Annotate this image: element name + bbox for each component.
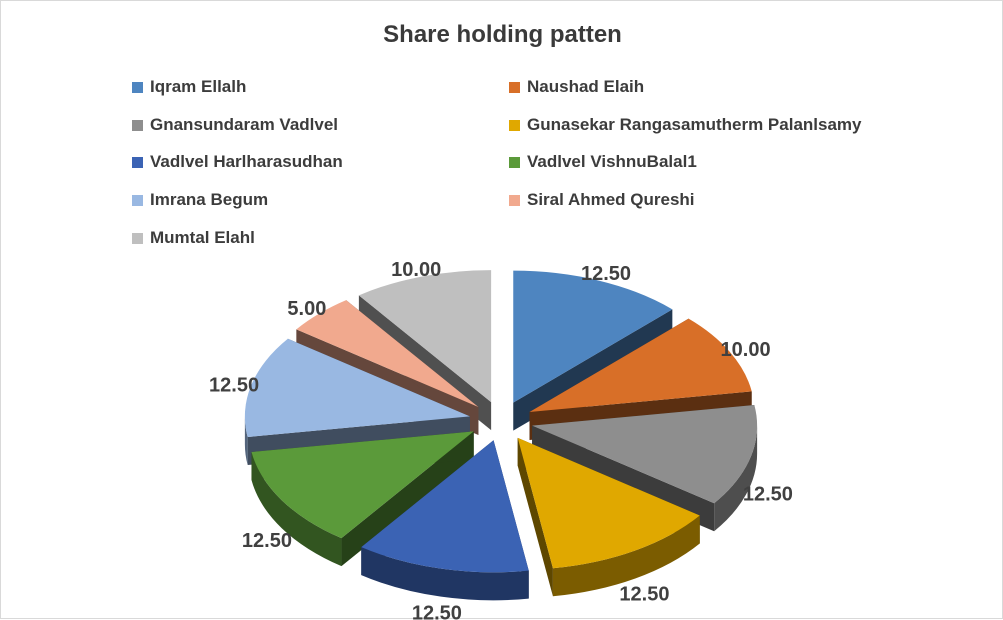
slice-top: [532, 404, 758, 504]
data-label: 12.50: [412, 603, 462, 620]
pie-slice: [361, 440, 529, 601]
legend-swatch: [132, 119, 143, 131]
data-label: 10.00: [391, 259, 441, 281]
legend-swatch: [132, 232, 143, 244]
legend-swatch: [132, 81, 143, 93]
slice-top: [517, 437, 700, 569]
slice-top: [296, 300, 479, 407]
legend-swatch: [132, 156, 143, 168]
slice-top: [513, 270, 673, 403]
legend-item: Vadlvel Harlharasudhan: [132, 152, 343, 172]
slice-top: [251, 431, 474, 539]
legend-label: Gunasekar Rangasamutherm Palanlsamy: [527, 115, 862, 134]
slice-side-wall: [341, 431, 474, 567]
slice-top: [358, 270, 492, 403]
legend-label: Siral Ahmed Qureshi: [527, 190, 695, 209]
legend-item: Gunasekar Rangasamutherm Palanlsamy: [509, 115, 861, 135]
slice-rim: [714, 425, 758, 532]
slice-rim: [251, 452, 342, 567]
legend-label: Iqram Ellalh: [150, 77, 247, 96]
slice-side-wall: [517, 437, 553, 597]
data-label: 12.50: [743, 484, 793, 506]
legend-label: Gnansundaram Vadlvel: [150, 115, 339, 134]
legend-item: Naushad Elaih: [509, 77, 644, 97]
legend-swatch: [509, 194, 520, 206]
slice-rim: [361, 547, 529, 601]
slice-top: [244, 338, 470, 438]
data-label: 12.50: [581, 263, 631, 285]
slice-rim: [552, 515, 700, 597]
legend-label: Vadlvel Harlharasudhan: [150, 152, 343, 171]
data-label: 5.00: [287, 298, 326, 320]
data-label: 12.50: [242, 530, 292, 552]
pie-slice: [532, 404, 758, 532]
legend-swatch: [132, 194, 143, 206]
legend-swatch: [509, 81, 520, 93]
legend-label: Mumtal Elahl: [150, 228, 255, 247]
legend-item: Imrana Begum: [132, 190, 268, 210]
legend-item: Iqram Ellalh: [132, 77, 246, 97]
pie-slice: [517, 437, 700, 597]
legend-label: Imrana Begum: [150, 190, 269, 209]
legend-label: Naushad Elaih: [527, 77, 645, 96]
legend-swatch: [509, 156, 520, 168]
data-label: 12.50: [619, 583, 669, 605]
slice-top: [529, 318, 752, 412]
chart-title: Share holding patten: [383, 21, 622, 48]
slice-top: [361, 440, 529, 573]
legend-item: Mumtal Elahl: [132, 228, 255, 248]
legend-item: Vadlvel VishnuBalal1: [509, 152, 697, 172]
slice-rim: [244, 416, 248, 466]
legend-swatch: [509, 119, 520, 131]
data-label: 12.50: [209, 374, 259, 396]
data-label: 10.00: [721, 339, 771, 361]
legend-item: Gnansundaram Vadlvel: [132, 115, 338, 135]
legend-label: Vadlvel VishnuBalal1: [527, 152, 697, 171]
legend-item: Siral Ahmed Qureshi: [509, 190, 695, 210]
pie-slice: [251, 431, 474, 567]
pie-slice: [244, 338, 470, 466]
